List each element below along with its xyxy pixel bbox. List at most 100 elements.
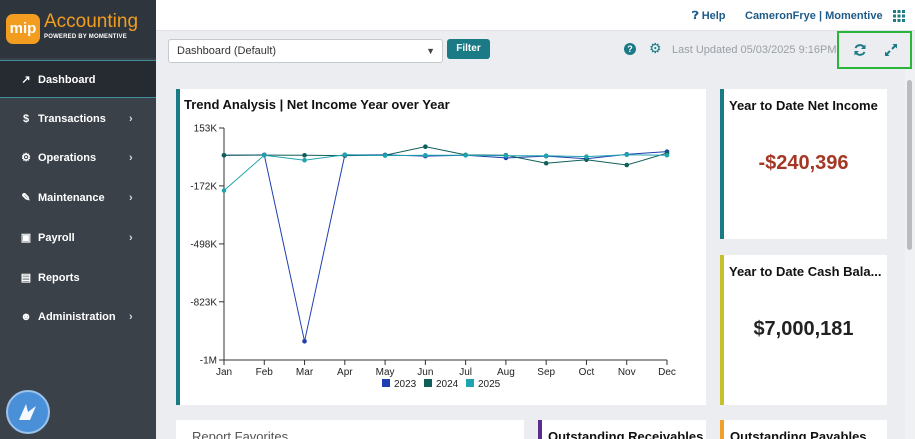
sidebar-item-label: Administration: [38, 311, 116, 324]
card-accent: [720, 255, 724, 405]
powered-by-text: POWERED BY MOMENTIVE: [44, 34, 127, 40]
chevron-right-icon: ›: [129, 112, 133, 125]
outstanding-receivables-title: Outstanding Receivables: [548, 429, 704, 439]
assistant-wing-icon: [19, 404, 36, 420]
legend-label-2024: 2024: [436, 379, 459, 390]
data-point-2023: [302, 339, 307, 344]
legend-label-2023: 2023: [394, 379, 417, 390]
data-point-2025: [261, 152, 267, 158]
money-icon: ▣: [20, 231, 32, 244]
data-point-2025: [463, 152, 468, 158]
gear-icon[interactable]: ⚙: [649, 40, 662, 56]
data-point-2024: [423, 144, 428, 149]
outstanding-receivables-card: Outstanding Receivables: [538, 420, 706, 439]
top-bar: ❓︎ Help CameronFrye | Momentive: [156, 0, 915, 31]
sidebar-item-label: Operations: [38, 152, 97, 165]
page-scrollbar[interactable]: [905, 70, 915, 439]
x-tick-label: Jun: [417, 367, 433, 378]
sidebar-item-maintenance[interactable]: ✎ Maintenance ›: [0, 179, 156, 217]
cogs-icon: ⚙: [21, 152, 31, 165]
dollar-icon: $: [22, 112, 30, 125]
x-tick-label: Sep: [537, 367, 555, 378]
sidebar-item-dashboard[interactable]: ↗ Dashboard: [0, 60, 156, 98]
report-favorites-title: Report Favorites: [192, 429, 289, 439]
y-tick-label: -498K: [190, 239, 217, 250]
data-point-2025: [503, 153, 509, 159]
assistant-button[interactable]: [6, 390, 50, 434]
data-point-2024: [221, 152, 227, 158]
y-tick-label: -823K: [190, 297, 217, 308]
series-line-2024: [223, 146, 668, 166]
x-tick-label: Mar: [296, 367, 314, 378]
series-line-2025: [223, 154, 668, 191]
brand-header: mip Accounting POWERED BY MOMENTIVE: [0, 0, 156, 58]
ytd-cash-balance-title: Year to Date Cash Bala...: [729, 264, 882, 279]
sidebar-item-reports[interactable]: ▤ Reports: [0, 259, 156, 297]
help-link[interactable]: ❓︎ Help: [692, 10, 726, 23]
x-tick-label: Oct: [579, 367, 595, 378]
x-tick-label: Apr: [337, 367, 353, 378]
ytd-net-income-value: -$240,396: [758, 152, 849, 174]
x-tick-label: Nov: [618, 367, 636, 378]
sidebar-item-operations[interactable]: ⚙ Operations ›: [0, 139, 156, 177]
series-line-2023: [223, 151, 668, 342]
chevron-right-icon: ›: [129, 231, 133, 244]
scrollbar-thumb[interactable]: [907, 80, 912, 250]
data-point-2025: [624, 152, 630, 158]
app-name: Accounting: [44, 11, 139, 32]
app-grid-icon[interactable]: [893, 10, 905, 22]
sidebar-item-administration[interactable]: ☻ Administration ›: [0, 298, 156, 336]
refresh-icon[interactable]: [853, 43, 867, 57]
question-icon[interactable]: ?: [624, 43, 636, 55]
ytd-cash-balance-card[interactable]: Year to Date Cash Bala... $7,000,181: [720, 255, 887, 405]
trend-card-title: Trend Analysis | Net Income Year over Ye…: [184, 97, 450, 112]
user-account-link[interactable]: CameronFrye | Momentive: [745, 10, 883, 22]
sidebar: mip Accounting POWERED BY MOMENTIVE ↗ Das…: [0, 0, 156, 439]
sidebar-item-payroll[interactable]: ▣ Payroll ›: [0, 219, 156, 257]
chevron-right-icon: ›: [129, 152, 133, 165]
sidebar-item-transactions[interactable]: $ Transactions ›: [0, 100, 156, 138]
sidebar-item-label: Dashboard: [38, 74, 96, 86]
caret-down-icon: ▼: [426, 46, 435, 56]
x-tick-label: May: [376, 367, 395, 378]
card-accent: [538, 420, 542, 439]
data-point-2025: [543, 153, 549, 159]
highlighted-actions: [837, 31, 912, 69]
data-point-2025: [221, 188, 227, 193]
card-accent: [720, 420, 724, 439]
help-label: Help: [701, 10, 726, 22]
x-tick-label: Dec: [658, 367, 676, 378]
data-point-2025: [302, 157, 307, 163]
data-point-2024: [624, 162, 630, 168]
expand-icon[interactable]: [884, 43, 898, 57]
users-icon: ☻: [20, 311, 32, 324]
sidebar-item-label: Reports: [38, 271, 80, 284]
x-tick-label: Jan: [216, 367, 232, 378]
legend-swatch-2023: [382, 379, 390, 387]
data-point-2025: [382, 153, 388, 158]
outstanding-payables-card: Outstanding Payables: [720, 420, 887, 439]
dashboard-select-value: Dashboard (Default): [177, 45, 277, 57]
sidebar-item-label: Maintenance: [38, 192, 105, 205]
card-accent: [176, 89, 180, 405]
dashboard-toolbar: Dashboard (Default) ▼ Filter ? ⚙ Last Up…: [156, 31, 915, 69]
ytd-cash-balance-value: $7,000,181: [753, 318, 854, 340]
outstanding-payables-title: Outstanding Payables: [730, 429, 867, 439]
legend-swatch-2024: [424, 379, 432, 387]
ytd-net-income-card[interactable]: Year to Date Net Income -$240,396: [720, 89, 887, 239]
data-point-2025: [342, 152, 348, 158]
sidebar-item-label: Transactions: [38, 112, 106, 125]
dashboard-select[interactable]: Dashboard (Default) ▼: [168, 39, 443, 63]
ytd-net-income-title: Year to Date Net Income: [729, 98, 878, 113]
legend-label-2025: 2025: [478, 379, 501, 390]
data-point-2024: [543, 160, 549, 166]
chevron-right-icon: ›: [129, 311, 133, 324]
chevron-right-icon: ›: [129, 192, 133, 205]
data-point-2024: [302, 152, 307, 158]
report-favorites-card: Report Favorites: [176, 420, 524, 439]
filter-button[interactable]: Filter: [447, 39, 490, 59]
file-icon: ▤: [20, 271, 32, 284]
x-tick-label: Jul: [459, 367, 472, 378]
help-circle-icon: ❓︎: [692, 10, 699, 22]
trend-analysis-card: Trend Analysis | Net Income Year over Ye…: [176, 89, 706, 405]
